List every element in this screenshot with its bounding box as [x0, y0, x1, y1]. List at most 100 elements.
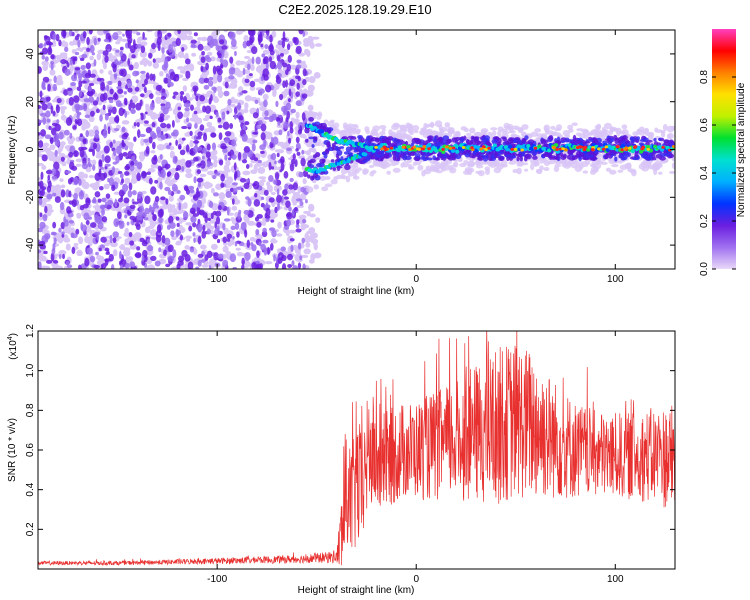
- band-haze: [432, 161, 440, 165]
- noise-blob: [101, 153, 105, 163]
- noise-blob: [45, 96, 51, 102]
- band-edge: [446, 138, 452, 143]
- noise-speck: [201, 264, 209, 268]
- noise-blob: [268, 56, 273, 63]
- noise-blob: [220, 64, 224, 69]
- ridge-point: [363, 152, 368, 157]
- noise-blob: [52, 110, 56, 117]
- band-edge: [554, 155, 560, 160]
- noise-blob: [222, 121, 230, 130]
- noise-blob: [160, 169, 166, 179]
- noise-blob: [197, 181, 202, 188]
- band-edge: [334, 145, 339, 152]
- noise-blob: [85, 130, 89, 138]
- noise-blob: [148, 136, 153, 144]
- noise-speck: [243, 82, 251, 87]
- noise-blob: [60, 59, 67, 65]
- noise-speck: [89, 55, 94, 61]
- noise-speck: [272, 166, 279, 171]
- noise-blob: [119, 46, 124, 51]
- noise-speck: [139, 156, 144, 162]
- band-haze: [497, 130, 502, 137]
- noise-blob: [261, 230, 268, 238]
- noise-blob: [241, 187, 244, 192]
- ridge-peak: [671, 145, 675, 149]
- noise-blob: [207, 35, 214, 44]
- noise-blob: [81, 162, 89, 170]
- noise-blob: [283, 196, 290, 200]
- noise-blob: [199, 124, 205, 131]
- band-edge: [543, 142, 549, 148]
- noise-speck: [59, 178, 64, 182]
- noise-blob: [231, 139, 237, 147]
- noise-speck: [185, 222, 194, 226]
- noise-blob: [166, 224, 171, 230]
- noise-blob: [258, 37, 263, 42]
- noise-blob: [42, 214, 48, 222]
- band-edge: [548, 135, 554, 141]
- noise-speck: [77, 171, 85, 179]
- noise-speck: [243, 34, 249, 43]
- noise-blob: [84, 72, 92, 79]
- noise-blob: [76, 86, 82, 92]
- spectrogram-image: [38, 30, 675, 269]
- band-edge: [608, 149, 615, 153]
- band-haze: [440, 126, 448, 132]
- noise-speck: [200, 244, 207, 250]
- band-edge: [614, 156, 618, 162]
- band-haze: [482, 161, 490, 165]
- noise-blob: [109, 234, 113, 244]
- band-haze: [379, 131, 386, 136]
- noise-blob: [65, 170, 72, 174]
- noise-blob: [111, 184, 116, 192]
- noise-blob: [59, 201, 65, 211]
- noise-blob: [171, 119, 175, 128]
- noise-speck: [123, 248, 131, 257]
- colorbar-bar: [712, 29, 736, 269]
- band-edge: [588, 154, 594, 158]
- noise-blob: [165, 263, 171, 268]
- noise-blob: [40, 129, 47, 137]
- noise-blob: [166, 123, 171, 129]
- band-haze: [562, 129, 571, 137]
- noise-blob: [298, 30, 304, 35]
- noise-blob: [97, 198, 102, 203]
- noise-blob: [120, 68, 127, 77]
- band-haze: [662, 124, 668, 131]
- band-haze: [490, 127, 498, 131]
- noise-blob: [52, 231, 57, 236]
- band-haze: [534, 128, 542, 133]
- noise-speck: [124, 227, 129, 236]
- noise-blob: [296, 82, 300, 90]
- noise-speck: [103, 183, 111, 187]
- noise-blob: [264, 110, 269, 117]
- noise-blob: [69, 132, 73, 139]
- x-tick-label: -100: [207, 574, 227, 585]
- noise-blob: [134, 222, 141, 227]
- noise-blob: [267, 246, 270, 255]
- band-haze: [516, 167, 522, 175]
- noise-blob: [244, 251, 251, 261]
- noise-speck: [247, 220, 256, 226]
- noise-blob: [140, 170, 147, 179]
- noise-blob: [192, 222, 197, 228]
- band-edge: [319, 158, 326, 164]
- ridge-peak: [484, 148, 488, 152]
- noise-speck: [38, 147, 42, 155]
- ridge-point: [492, 143, 498, 148]
- noise-speck: [64, 227, 70, 234]
- noise-blob: [181, 166, 185, 172]
- noise-blob: [81, 80, 87, 84]
- noise-blob: [143, 138, 149, 143]
- noise-blob: [167, 255, 175, 262]
- snr-y-label: SNR (10 * v/v): [7, 418, 18, 482]
- band-haze: [474, 160, 482, 166]
- noise-blob: [149, 130, 155, 137]
- band-edge: [392, 154, 397, 161]
- noise-speck: [49, 144, 56, 151]
- noise-blob: [260, 243, 266, 251]
- noise-blob: [85, 62, 91, 70]
- noise-blob: [221, 45, 228, 50]
- noise-blob: [253, 199, 261, 207]
- noise-blob: [92, 100, 99, 106]
